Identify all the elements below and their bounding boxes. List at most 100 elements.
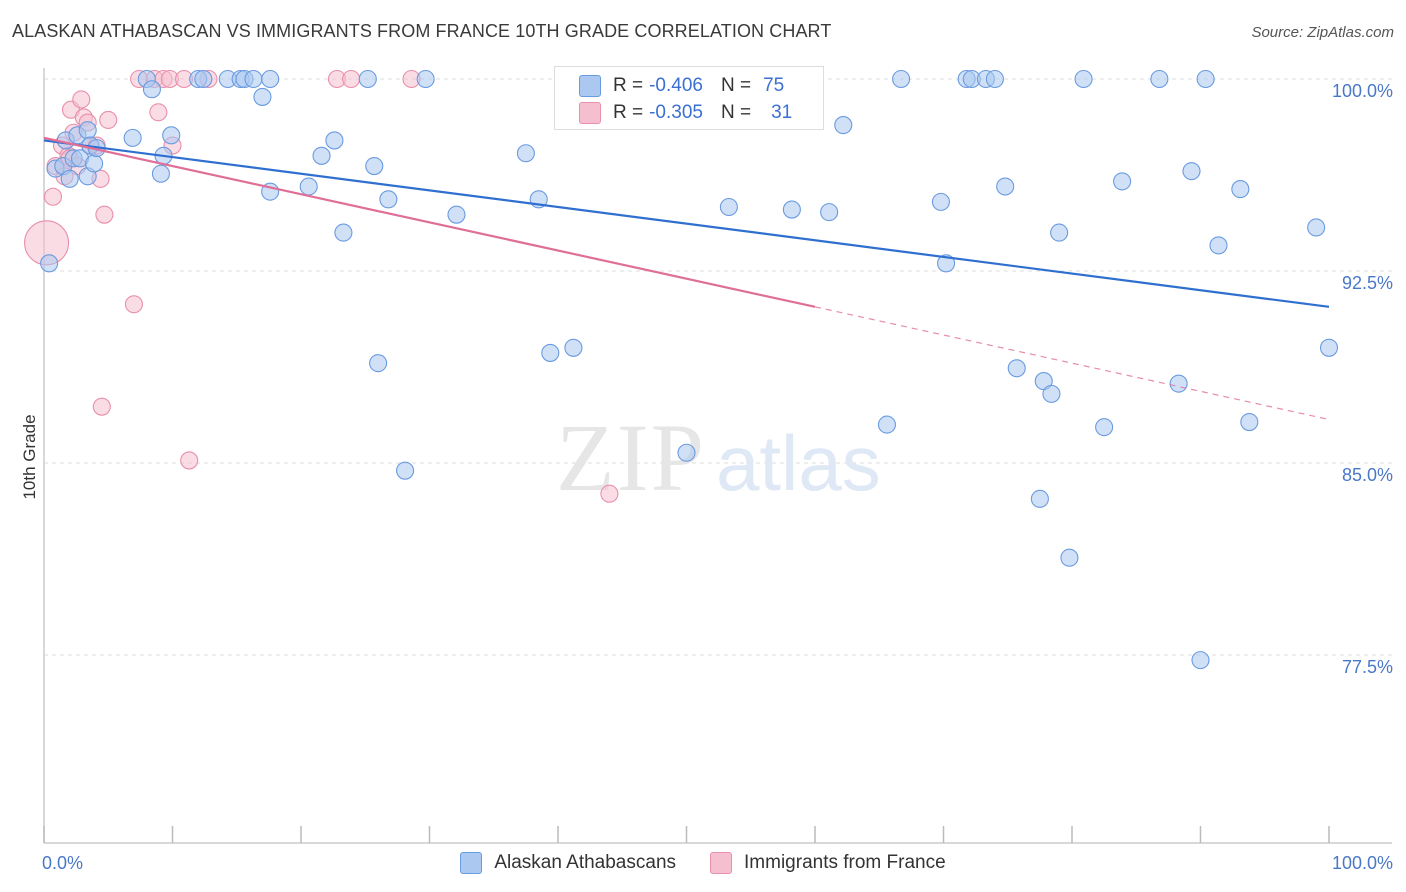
athabascan-point <box>194 69 213 89</box>
athabascan-point <box>261 69 280 89</box>
legend-item-france[interactable]: Immigrants from France <box>710 852 946 874</box>
athabascan-point <box>365 156 384 176</box>
france-point <box>92 397 111 416</box>
y-tick-label: 85.0% <box>1342 465 1393 485</box>
athabascan-point <box>369 354 388 373</box>
france-point <box>72 90 91 109</box>
france-point <box>600 484 619 503</box>
athabascan-point <box>78 121 97 140</box>
athabascan-point <box>782 200 801 219</box>
athabascan-point <box>1240 412 1259 432</box>
athabascan-point <box>1209 236 1228 255</box>
stats-row-pink: R = -0.305 N = 31 <box>579 100 792 126</box>
athabascan-point <box>931 192 950 211</box>
athabascan-point <box>985 69 1004 89</box>
athabascan-point <box>820 203 839 222</box>
athabascan-trend-line <box>43 139 1330 308</box>
athabascan-point <box>1113 172 1132 191</box>
watermark-atlas: atlas <box>716 419 881 507</box>
pink-swatch <box>579 102 601 124</box>
france-point <box>95 205 114 224</box>
blue-swatch <box>579 75 601 97</box>
athabascan-point <box>1050 223 1069 242</box>
athabascan-point <box>40 254 59 273</box>
athabascan-point <box>1307 218 1326 237</box>
y-tick-label: 77.5% <box>1342 657 1393 677</box>
r-value: -0.406 <box>649 75 703 96</box>
series-legend: Alaskan Athabascans Immigrants from Fran… <box>0 852 1406 874</box>
athabascan-point <box>85 154 104 173</box>
france-point <box>180 451 199 470</box>
chart-title: ALASKAN ATHABASCAN VS IMMIGRANTS FROM FR… <box>12 21 832 41</box>
athabascan-point <box>564 338 583 357</box>
athabascan-point <box>244 69 263 89</box>
athabascan-point <box>1074 69 1093 89</box>
athabascan-point <box>334 223 353 242</box>
france-trend-line <box>43 136 816 308</box>
x-tick-label-min: 0.0% <box>42 853 83 873</box>
athabascan-point <box>253 87 272 106</box>
athabascan-point <box>1169 374 1188 393</box>
r-label: R = <box>613 75 644 96</box>
athabascan-point <box>358 69 377 89</box>
athabascan-point <box>379 190 398 209</box>
athabascan-point <box>60 169 79 188</box>
athabascan-point <box>937 254 956 273</box>
athabascan-point <box>162 126 181 145</box>
athabascan-point <box>834 116 853 135</box>
athabascan-point <box>719 197 738 217</box>
stats-row-blue: R = -0.406 N = 75 <box>579 73 784 99</box>
athabascan-point <box>1007 359 1026 378</box>
athabascan-point <box>1231 180 1250 199</box>
athabascan-point <box>142 80 161 99</box>
athabascan-point <box>416 69 435 89</box>
athabascan-point <box>516 144 535 163</box>
r-label: R = <box>613 102 644 123</box>
pink-swatch <box>710 852 733 874</box>
n-value: 75 <box>763 75 785 96</box>
athabascan-point <box>151 164 170 183</box>
athabascan-point <box>1182 162 1201 181</box>
athabascan-point <box>1191 651 1210 670</box>
y-tick-label: 100.0% <box>1332 81 1393 101</box>
athabascan-point <box>877 415 897 434</box>
trend-lines <box>43 136 1330 421</box>
data-points <box>24 69 1339 670</box>
athabascan-point <box>396 461 415 480</box>
x-tick-label-max: 100.0% <box>1332 853 1393 873</box>
stats-legend: R = -0.406 N = 75 R = -0.305 N = 31 <box>554 66 824 130</box>
athabascan-point <box>892 69 911 89</box>
n-value: 31 <box>771 102 793 123</box>
n-label: N = <box>720 102 752 123</box>
athabascan-point <box>1060 548 1079 567</box>
france-trend-extension <box>814 306 1330 421</box>
legend-label: Immigrants from France <box>744 852 946 873</box>
source-label: Source: ZipAtlas.com <box>1251 24 1394 41</box>
athabascan-point <box>123 128 142 147</box>
athabascan-point <box>1196 69 1215 89</box>
france-point <box>43 187 63 206</box>
athabascan-point <box>1150 69 1169 89</box>
france-point <box>99 110 118 130</box>
y-tick-label: 92.5% <box>1342 273 1393 293</box>
athabascan-point <box>1030 489 1049 508</box>
n-label: N = <box>720 75 752 96</box>
athabascan-point <box>312 146 331 165</box>
r-value: -0.305 <box>649 102 703 123</box>
athabascan-point <box>1042 384 1061 403</box>
athabascan-point <box>677 443 696 462</box>
athabascan-point <box>541 343 560 362</box>
blue-swatch <box>460 852 483 874</box>
athabascan-point <box>299 177 318 196</box>
legend-label: Alaskan Athabascans <box>494 852 677 873</box>
legend-item-athabascans[interactable]: Alaskan Athabascans <box>460 852 676 874</box>
athabascan-point <box>325 131 344 150</box>
athabascan-point <box>1095 418 1114 437</box>
athabascan-point <box>447 205 466 224</box>
y-axis-title: 10th Grade <box>20 414 39 499</box>
france-point <box>342 69 361 89</box>
athabascan-point <box>996 177 1015 196</box>
athabascan-point <box>1319 338 1339 357</box>
france-point <box>124 295 143 314</box>
tick-labels: 77.5% 85.0% 92.5% 100.0% 0.0% 100.0% <box>42 81 1393 873</box>
